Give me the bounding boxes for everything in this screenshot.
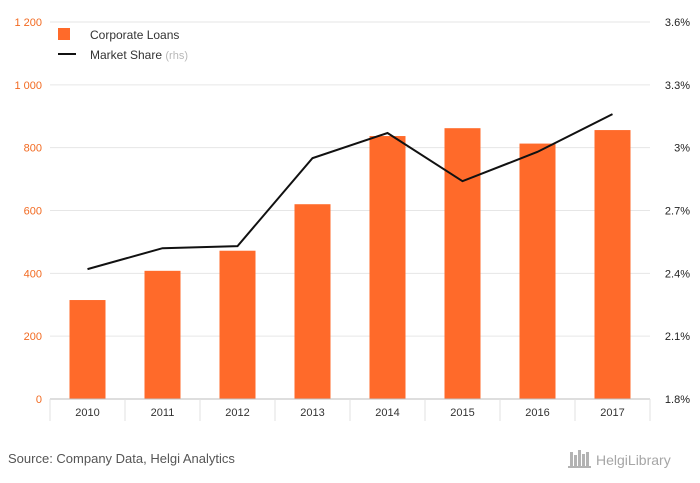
x-tick-label: 2014 bbox=[375, 407, 399, 419]
x-tick-label: 2015 bbox=[450, 407, 474, 419]
bar-corporate-loans bbox=[444, 128, 481, 399]
x-tick-label: 2012 bbox=[225, 407, 249, 419]
gridlines bbox=[50, 21, 650, 337]
bar-corporate-loans bbox=[369, 136, 406, 400]
y-right-tick-label: 2.7% bbox=[665, 206, 690, 218]
legend-rhs-note: (rhs) bbox=[165, 50, 188, 62]
helgi-library-logo: HelgiLibrary bbox=[568, 450, 671, 468]
brand-name: HelgiLibrary bbox=[596, 452, 671, 468]
source-note: Source: Company Data, Helgi Analytics bbox=[8, 451, 235, 466]
x-tick-label: 2010 bbox=[75, 407, 99, 419]
y-left-tick-label: 1 200 bbox=[14, 17, 42, 29]
library-icon bbox=[568, 450, 591, 468]
bar-series bbox=[69, 128, 631, 400]
bar-corporate-loans bbox=[294, 204, 331, 399]
legend-swatch-bar bbox=[58, 28, 70, 40]
line-market-share bbox=[87, 113, 613, 271]
y-right-tick-label: 2.4% bbox=[665, 268, 690, 280]
y-left-tick-label: 0 bbox=[36, 394, 42, 406]
y-left-tick-label: 800 bbox=[24, 143, 42, 155]
x-tick-label: 2016 bbox=[525, 407, 549, 419]
legend-label-line: Market Share (rhs) bbox=[90, 48, 188, 62]
x-tick-label: 2017 bbox=[600, 407, 624, 419]
bar-corporate-loans bbox=[69, 300, 106, 399]
x-tick-label: 2013 bbox=[300, 407, 324, 419]
y-left-tick-label: 600 bbox=[24, 206, 42, 218]
bar-corporate-loans bbox=[519, 143, 556, 399]
legend: Corporate Loans Market Share (rhs) bbox=[58, 28, 188, 62]
y-left-tick-label: 1 000 bbox=[14, 80, 42, 92]
bar-corporate-loans bbox=[144, 270, 181, 399]
y-left-tick-label: 400 bbox=[24, 268, 42, 280]
y-right-tick-label: 3% bbox=[674, 143, 690, 155]
y-right-tick-label: 1.8% bbox=[665, 394, 690, 406]
axes: 0 200 400 600 800 1 000 1 200 1.8% 2.1% 2.4% 2.7% 3… bbox=[14, 17, 690, 421]
y-right-tick-label: 3.3% bbox=[665, 80, 690, 92]
y-left-tick-label: 200 bbox=[24, 331, 42, 343]
x-tick-label: 2011 bbox=[151, 407, 175, 419]
bar-corporate-loans bbox=[219, 250, 256, 399]
line-series bbox=[87, 113, 613, 271]
y-right-tick-label: 3.6% bbox=[665, 17, 690, 29]
bar-corporate-loans bbox=[594, 130, 631, 399]
y-right-tick-label: 2.1% bbox=[665, 331, 690, 343]
legend-label-bar: Corporate Loans bbox=[90, 28, 179, 42]
